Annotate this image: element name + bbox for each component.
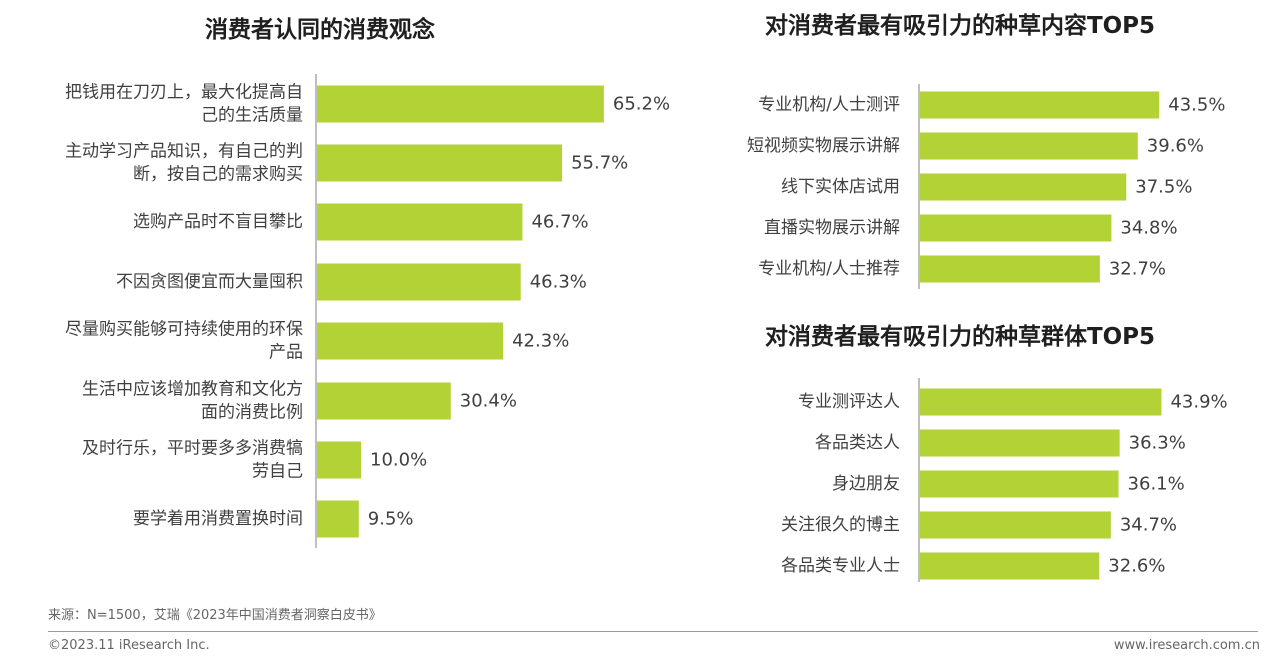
footer-divider [48,631,1258,632]
category-label-groups-2: 各品类达人 [815,433,900,453]
bar-groups-1 [920,388,1162,416]
category-label-line: 专业机构/人士推荐 [758,259,900,279]
value-label-concepts-6: 30.4% [460,391,517,412]
category-label-content-4: 直播实物展示讲解 [764,218,900,238]
category-label-line: 尽量购买能够可持续使用的环保 [65,319,303,340]
category-label-concepts-1: 把钱用在刀刃上，最大化提高自己的生活质量 [65,83,303,126]
category-label-line: 及时行乐，平时要多多消费犒 [82,439,303,459]
value-label-content-2: 39.6% [1147,136,1204,157]
value-label-content-1: 43.5% [1168,95,1225,116]
bar-content-2 [920,132,1138,160]
bar-concepts-8 [317,500,359,538]
category-label-line: 专业机构/人士测评 [758,95,900,115]
value-label-groups-5: 32.6% [1108,556,1165,577]
chart-title-seeding-content-top5: 对消费者最有吸引力的种草内容TOP5 [764,13,1156,39]
category-label-line: 选购产品时不盲目攀比 [133,212,303,232]
footer-source: 来源：N=1500，艾瑞《2023年中国消费者洞察白皮书》 [48,608,382,623]
bar-groups-5 [920,552,1100,580]
category-label-line: 生活中应该增加教育和文化方 [82,380,303,400]
value-label-concepts-2: 55.7% [571,153,628,174]
chart-title-consumption-concepts: 消费者认同的消费观念 [205,17,435,43]
value-label-concepts-7: 10.0% [370,450,427,471]
value-label-groups-4: 34.7% [1120,515,1177,536]
bar-concepts-6 [317,382,451,420]
bar-content-1 [920,91,1160,119]
bar-groups-4 [920,511,1111,539]
value-label-content-4: 34.8% [1120,218,1177,239]
value-label-groups-2: 36.3% [1129,433,1186,454]
bar-groups-3 [920,470,1119,498]
bar-content-3 [920,173,1127,201]
category-label-content-2: 短视频实物展示讲解 [747,136,900,156]
category-label-line: 线下实体店试用 [781,177,900,197]
category-label-line: 把钱用在刀刃上，最大化提高自 [65,83,303,103]
category-label-line: 面的消费比例 [201,403,303,423]
category-label-line: 断，按自己的需求购买 [133,165,303,185]
bar-concepts-5 [317,322,504,360]
category-label-content-1: 专业机构/人士测评 [758,95,900,115]
footer-url: www.iresearch.com.cn [1113,638,1260,653]
category-label-content-5: 专业机构/人士推荐 [758,259,900,279]
value-label-content-3: 37.5% [1135,177,1192,198]
value-label-concepts-3: 46.7% [531,212,588,233]
category-label-content-3: 线下实体店试用 [781,177,900,197]
bar-concepts-1 [317,85,604,123]
bar-groups-2 [920,429,1120,457]
chart-title-seeding-groups-top5: 对消费者最有吸引力的种草群体TOP5 [764,324,1156,350]
category-label-groups-3: 身边朋友 [832,474,900,494]
category-label-line: 短视频实物展示讲解 [747,136,900,156]
category-label-line: 产品 [269,343,303,363]
category-label-line: 各品类专业人士 [781,556,900,576]
value-label-concepts-8: 9.5% [368,509,414,530]
bar-content-4 [920,214,1112,242]
category-label-line: 专业测评达人 [798,392,900,412]
value-label-concepts-5: 42.3% [512,331,569,352]
value-label-concepts-1: 65.2% [613,94,670,115]
category-label-line: 身边朋友 [832,474,900,494]
category-label-concepts-5: 尽量购买能够可持续使用的环保产品 [65,319,303,363]
category-label-line: 不因贪图便宜而大量囤积 [116,272,303,292]
category-label-line: 劳自己 [252,462,303,482]
bar-concepts-2 [317,144,563,182]
category-label-groups-1: 专业测评达人 [798,392,900,412]
value-label-concepts-4: 46.3% [530,272,587,293]
bar-concepts-4 [317,263,521,301]
category-label-concepts-7: 及时行乐，平时要多多消费犒劳自己 [82,439,303,482]
category-label-concepts-3: 选购产品时不盲目攀比 [133,212,303,232]
bar-concepts-7 [317,441,361,479]
category-label-groups-4: 关注很久的博主 [781,515,900,535]
category-label-line: 关注很久的博主 [781,515,900,535]
value-label-groups-3: 36.1% [1128,474,1185,495]
category-label-concepts-4: 不因贪图便宜而大量囤积 [116,272,303,292]
category-label-line: 主动学习产品知识，有自己的判 [65,142,303,162]
footer-copyright: ©2023.11 iResearch Inc. [48,638,210,653]
category-label-line: 己的生活质量 [201,106,303,126]
category-label-line: 直播实物展示讲解 [764,218,900,238]
value-label-groups-1: 43.9% [1170,392,1227,413]
category-label-concepts-8: 要学着用消费置换时间 [133,509,303,529]
category-label-line: 各品类达人 [815,433,900,453]
category-label-concepts-2: 主动学习产品知识，有自己的判断，按自己的需求购买 [65,142,303,185]
value-label-content-5: 32.7% [1109,259,1166,280]
category-label-concepts-6: 生活中应该增加教育和文化方面的消费比例 [82,380,303,423]
bar-content-5 [920,255,1100,283]
bar-concepts-3 [317,203,523,241]
category-label-groups-5: 各品类专业人士 [781,556,900,576]
category-label-line: 要学着用消费置换时间 [133,509,303,529]
